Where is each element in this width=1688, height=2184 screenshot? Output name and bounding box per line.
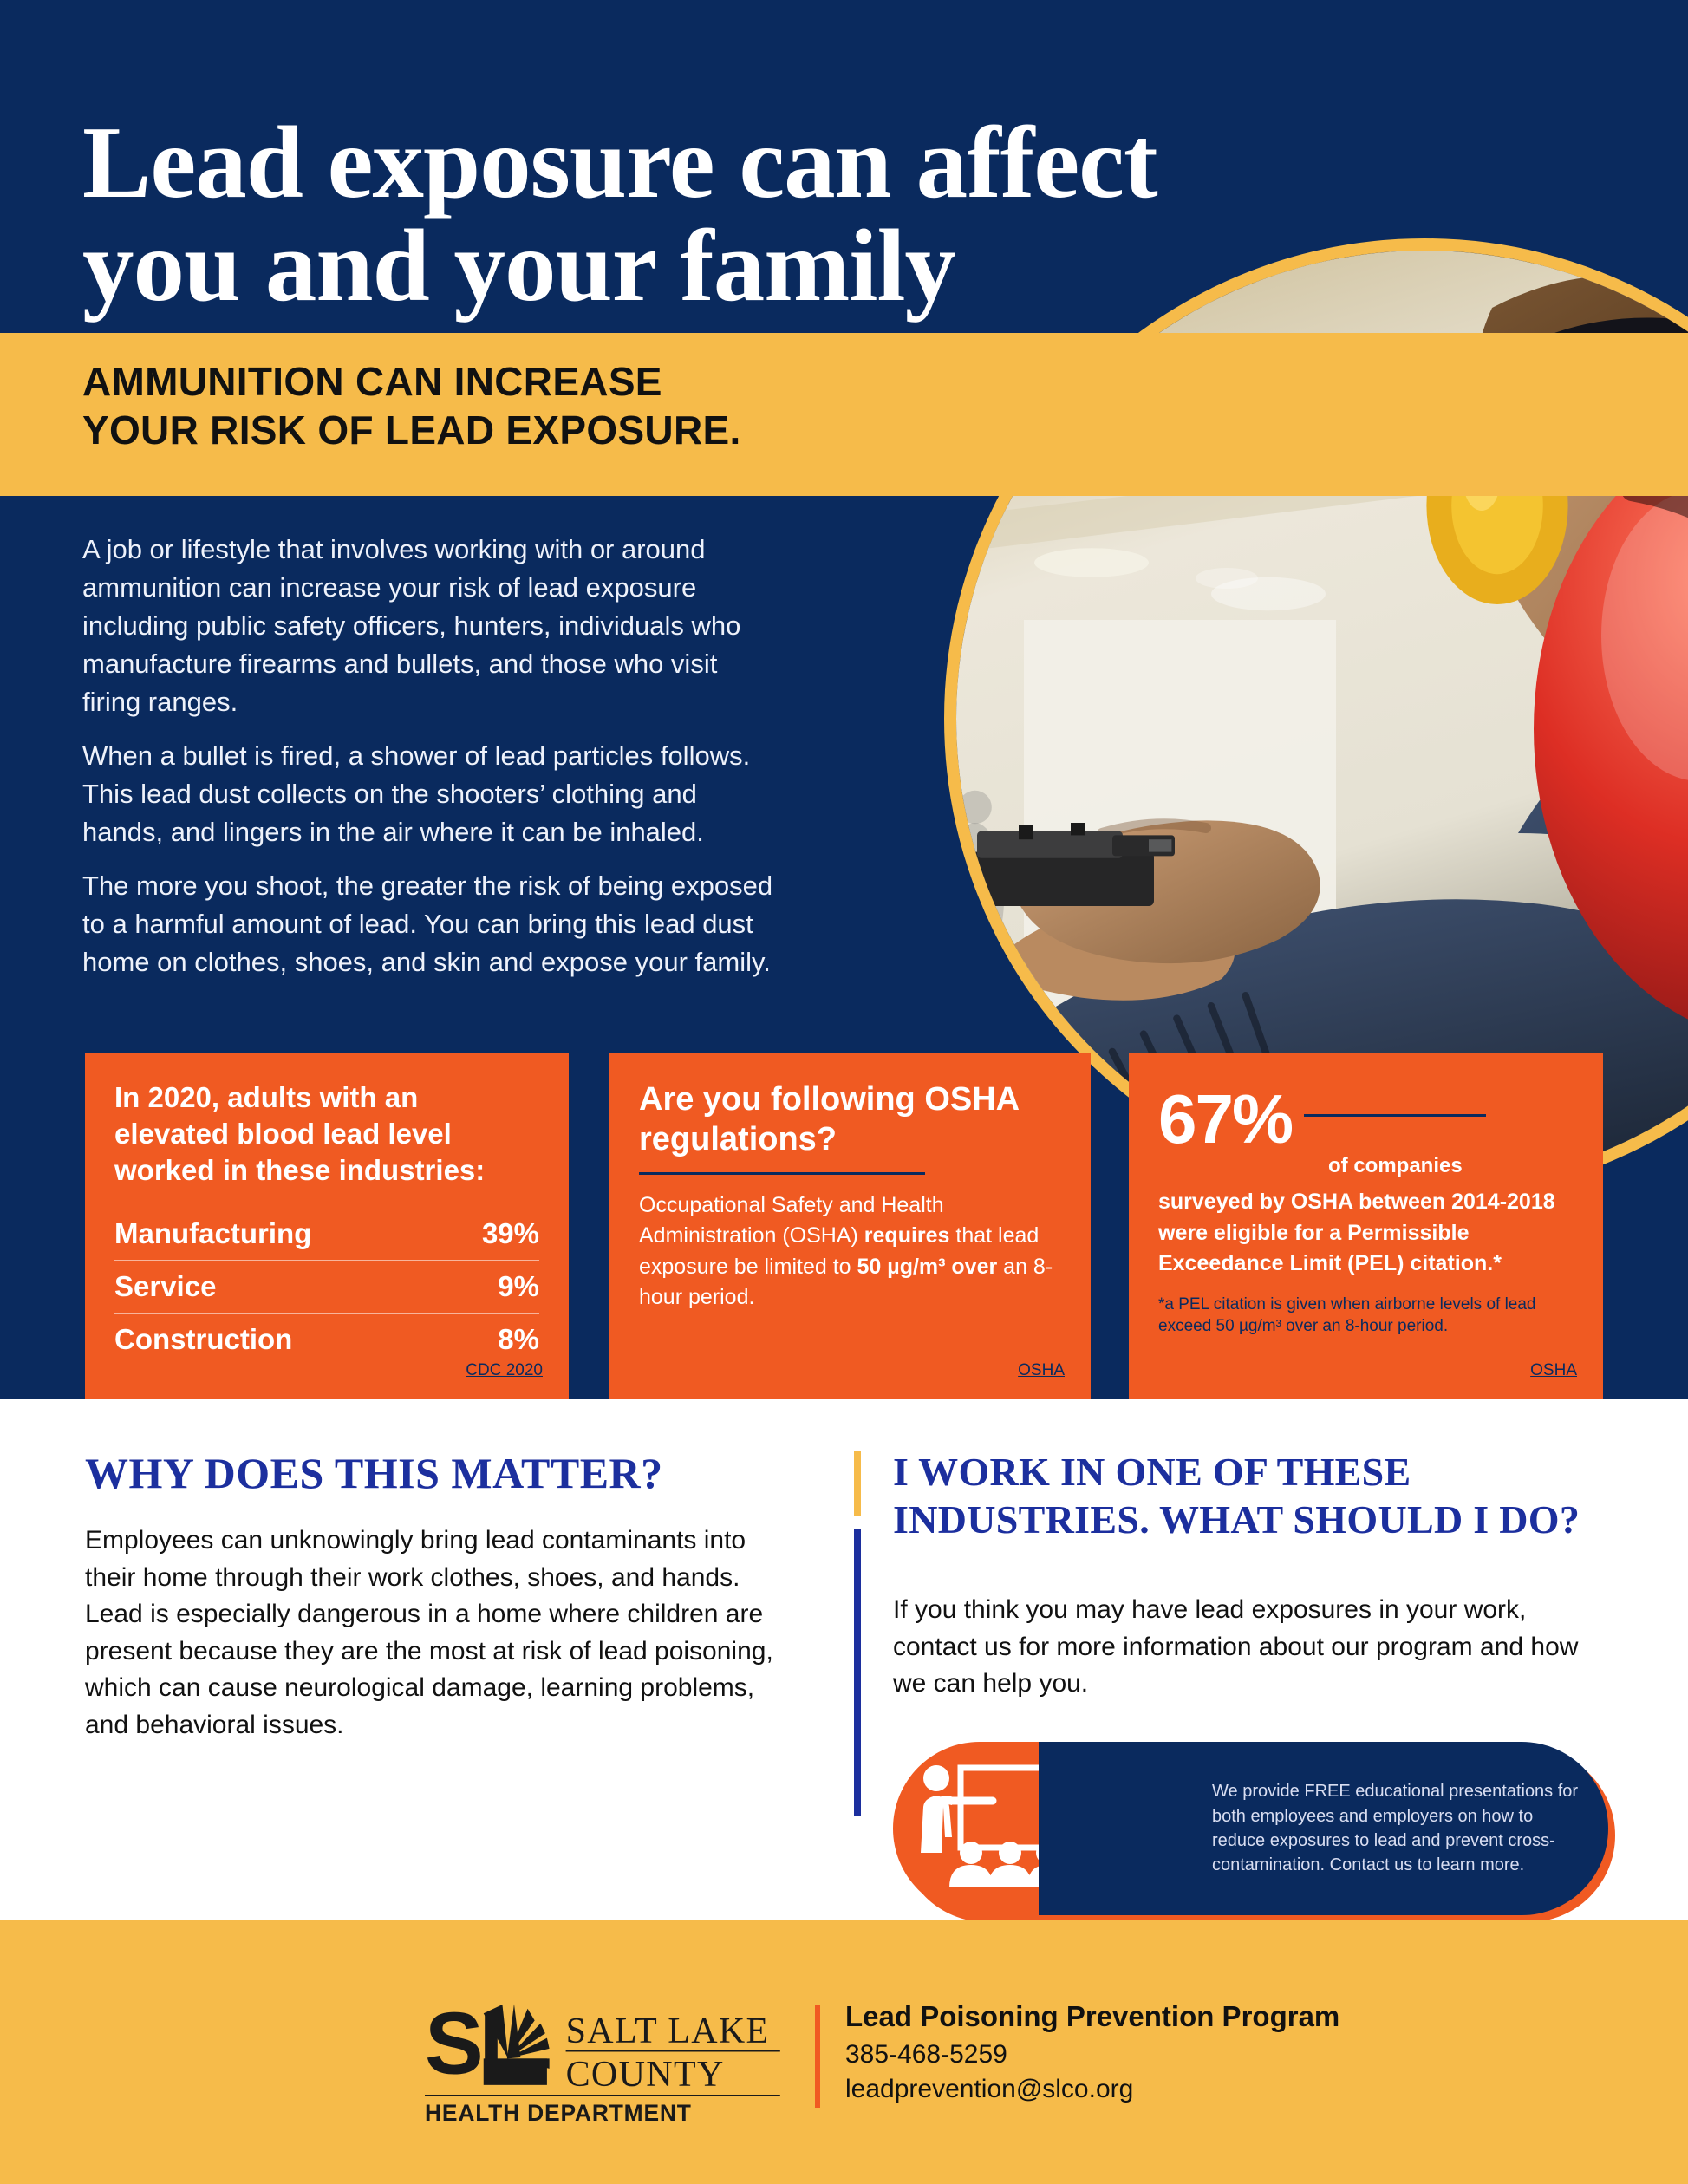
svg-text:COUNTY: COUNTY [566,2055,725,2095]
svg-text:HEALTH DEPARTMENT: HEALTH DEPARTMENT [425,2100,692,2126]
svg-text:SALT LAKE: SALT LAKE [566,2011,770,2051]
